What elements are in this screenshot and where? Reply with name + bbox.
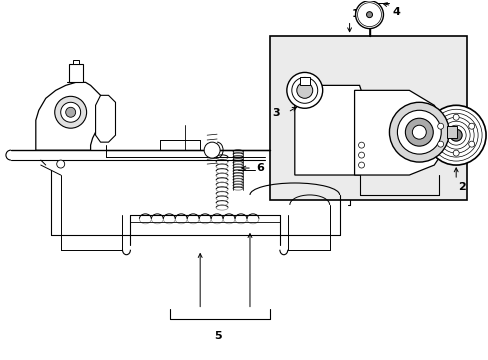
Circle shape xyxy=(437,123,443,129)
Polygon shape xyxy=(354,90,443,175)
Circle shape xyxy=(65,107,76,117)
Circle shape xyxy=(397,110,440,154)
Circle shape xyxy=(358,152,364,158)
Text: 4: 4 xyxy=(392,7,400,17)
Circle shape xyxy=(405,118,432,146)
Circle shape xyxy=(411,125,426,139)
Bar xyxy=(299,77,309,85)
Bar xyxy=(73,60,79,64)
Circle shape xyxy=(468,141,474,147)
Circle shape xyxy=(57,160,64,168)
Text: 5: 5 xyxy=(214,332,222,341)
Text: 6: 6 xyxy=(255,163,264,173)
Bar xyxy=(269,36,466,200)
Circle shape xyxy=(437,141,443,147)
Circle shape xyxy=(358,162,364,168)
Circle shape xyxy=(55,96,86,128)
Circle shape xyxy=(449,129,461,141)
Circle shape xyxy=(296,82,312,98)
Circle shape xyxy=(426,105,485,165)
Text: 3: 3 xyxy=(272,108,279,118)
Circle shape xyxy=(452,114,458,120)
Circle shape xyxy=(468,123,474,129)
Circle shape xyxy=(452,150,458,156)
Text: 2: 2 xyxy=(457,182,465,192)
Polygon shape xyxy=(36,82,105,150)
Polygon shape xyxy=(294,85,369,175)
Circle shape xyxy=(61,102,81,122)
Bar xyxy=(68,64,82,82)
Bar xyxy=(447,126,456,138)
Circle shape xyxy=(291,77,317,103)
Circle shape xyxy=(203,142,220,158)
Circle shape xyxy=(388,102,448,162)
Circle shape xyxy=(355,1,383,28)
Circle shape xyxy=(366,12,372,18)
Circle shape xyxy=(358,142,364,148)
Circle shape xyxy=(286,72,322,108)
Polygon shape xyxy=(95,95,115,142)
Text: 1: 1 xyxy=(351,9,359,19)
